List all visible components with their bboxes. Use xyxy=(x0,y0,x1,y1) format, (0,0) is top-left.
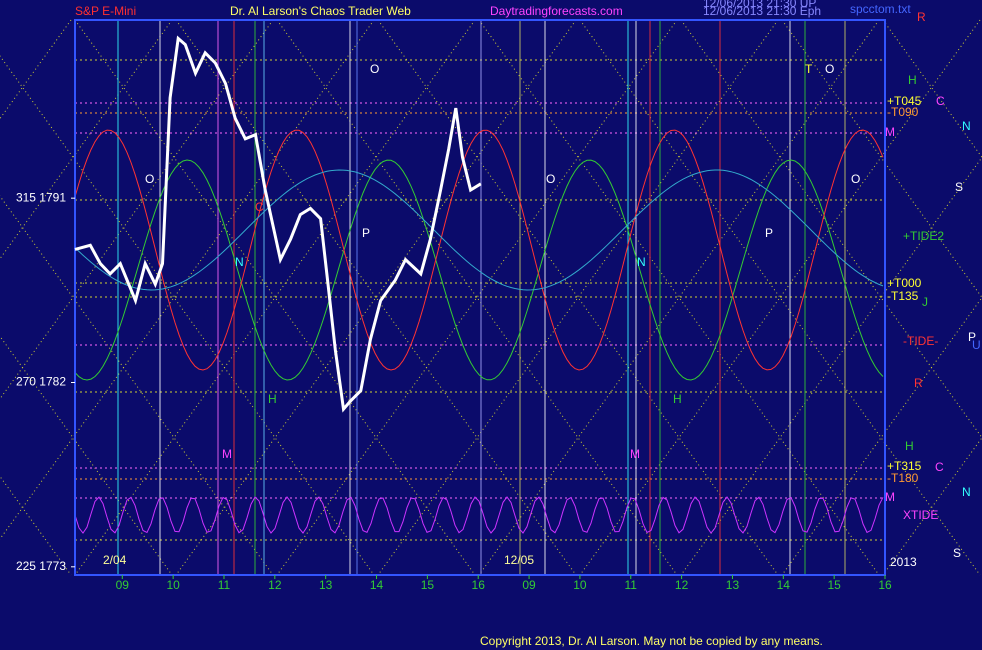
site: Daytradingforecasts.com xyxy=(490,4,623,18)
cycle-label: M xyxy=(885,490,895,504)
cycle-label: +T315 xyxy=(887,459,922,473)
x-tick-label: 11 xyxy=(625,578,638,592)
annotation: O xyxy=(546,172,555,186)
cycle-label: -TIDE- xyxy=(903,334,938,348)
cycle-label: C xyxy=(936,94,945,108)
chart-title: Dr. Al Larson's Chaos Trader Web xyxy=(230,4,411,18)
cycle-label: H xyxy=(905,439,914,453)
cycle-label: XTIDE xyxy=(903,508,938,522)
annotation: N xyxy=(637,255,646,269)
x-tick-label: 09 xyxy=(116,578,130,592)
cycle-label: U xyxy=(972,338,981,352)
cycle-label: S xyxy=(955,180,963,194)
decoration xyxy=(0,19,982,576)
symbol: S&P E-Mini xyxy=(75,4,136,18)
annotation: M xyxy=(222,447,232,461)
x-tick-label: 14 xyxy=(370,578,384,592)
x-tick-label: 10 xyxy=(166,578,180,592)
x-tick-label: 11 xyxy=(218,578,231,592)
annotation: P xyxy=(765,226,773,240)
annotation: H xyxy=(673,392,682,406)
cycle-label: J xyxy=(922,295,928,309)
cycle-label: N xyxy=(962,485,971,499)
decor-cycle xyxy=(74,169,884,291)
stamp: 12/06/2013 21:30 Eph xyxy=(703,4,821,18)
cycle-label: -T090 xyxy=(887,105,919,119)
cycle-label: +TIDE2 xyxy=(903,229,944,243)
x-tick-label: 14 xyxy=(777,578,791,592)
cycle-label: P xyxy=(968,330,976,344)
date-label: 12/05 xyxy=(504,553,534,567)
cycle-label: H xyxy=(908,73,917,87)
decor-oscillator xyxy=(74,496,884,534)
x-tick-label: 13 xyxy=(319,578,333,592)
x-tick-label: 13 xyxy=(726,578,740,592)
x-tick-label: 16 xyxy=(472,578,486,592)
stamp: 12/06/2013 21:30 UP xyxy=(703,0,816,10)
date-label: 2/04 xyxy=(103,553,127,567)
y-tick-label: 225 1773 xyxy=(16,559,66,573)
decor-cycle xyxy=(74,159,884,381)
annotation: N xyxy=(235,255,244,269)
file-name: spcctom.txt xyxy=(850,2,911,16)
x-tick-label: 15 xyxy=(827,578,841,592)
cycle-label: R xyxy=(914,376,923,390)
x-tick-label: 10 xyxy=(573,578,587,592)
annotation: M xyxy=(630,447,640,461)
annotation: C xyxy=(255,200,264,214)
annotation: T xyxy=(805,62,813,76)
x-tick-label: 09 xyxy=(522,578,536,592)
cycle-label: M xyxy=(885,125,895,139)
plot-frame xyxy=(74,19,886,576)
date-label: 2013 xyxy=(890,555,917,569)
x-tick-label: 15 xyxy=(421,578,435,592)
y-tick-label: 315 1791 xyxy=(16,190,66,204)
annotation: O xyxy=(145,172,154,186)
x-tick-label: 16 xyxy=(878,578,892,592)
decor-cycle xyxy=(74,129,884,371)
cycle-label: -T180 xyxy=(887,471,919,485)
cycle-label: +T000 xyxy=(887,276,922,290)
cycle-label: R xyxy=(917,10,926,24)
cycle-label: N xyxy=(962,119,971,133)
annotation: O xyxy=(851,172,860,186)
annotation: O xyxy=(825,62,834,76)
x-tick-label: 12 xyxy=(268,578,282,592)
cycle-label: -T135 xyxy=(887,289,919,303)
copyright: Copyright 2013, Dr. Al Larson. May not b… xyxy=(480,634,823,648)
cycle-label: +T045 xyxy=(887,94,922,108)
price-line xyxy=(74,35,482,413)
annotation: H xyxy=(268,392,277,406)
annotation: P xyxy=(362,226,370,240)
cycle-label: S xyxy=(953,546,961,560)
y-tick-label: 270 1782 xyxy=(16,375,66,389)
x-tick-label: 12 xyxy=(675,578,689,592)
cycle-label: C xyxy=(935,460,944,474)
annotation: O xyxy=(370,62,379,76)
